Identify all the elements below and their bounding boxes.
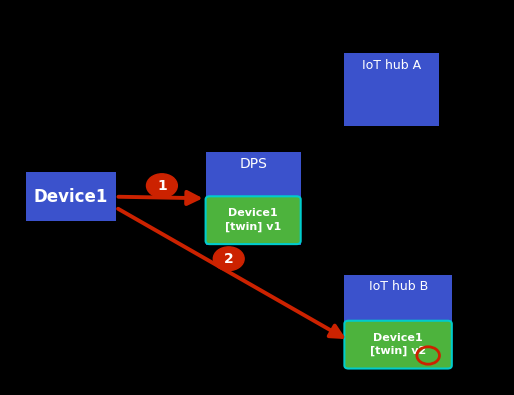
Bar: [206, 152, 301, 245]
FancyBboxPatch shape: [206, 196, 301, 244]
Text: 2: 2: [224, 252, 233, 266]
FancyBboxPatch shape: [344, 321, 452, 369]
Text: Device1: Device1: [33, 188, 108, 205]
Circle shape: [146, 174, 177, 198]
Bar: [26, 172, 116, 221]
Text: DPS: DPS: [239, 157, 267, 171]
Text: Device1
[twin] v1: Device1 [twin] v1: [225, 209, 281, 232]
Text: 1: 1: [157, 179, 167, 193]
Text: IoT hub A: IoT hub A: [362, 59, 421, 71]
Bar: [344, 53, 439, 126]
Text: IoT hub B: IoT hub B: [369, 280, 428, 293]
Bar: [344, 275, 452, 367]
Circle shape: [213, 247, 244, 271]
Text: Device1
[twin] v2: Device1 [twin] v2: [370, 333, 426, 356]
